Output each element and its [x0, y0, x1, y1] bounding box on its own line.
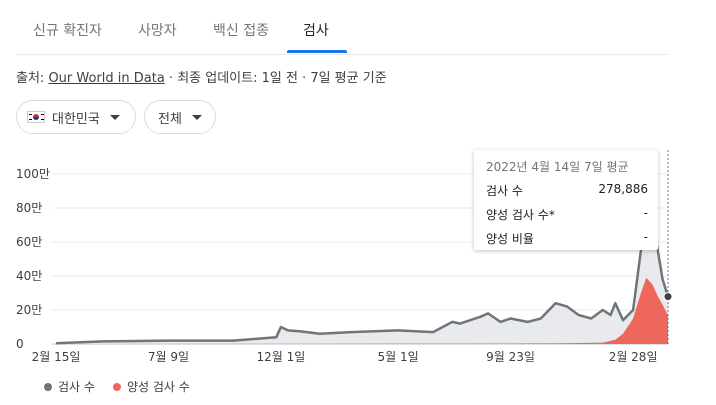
tooltip-title: 2022년 4월 14일 7일 평균: [486, 160, 629, 174]
tab-vaccination[interactable]: 백신 접종: [213, 23, 269, 39]
source-suffix: · 최종 업데이트: 1일 전 · 7일 평균 기준: [164, 71, 387, 86]
x-tick-label: 9월 23일: [486, 350, 535, 364]
y-tick-label: 20만: [16, 303, 42, 317]
source-prefix: 출처:: [16, 71, 49, 86]
tooltip-row: 양성 비율 -: [486, 230, 648, 247]
tooltip-label: 양성 검사 수*: [486, 208, 555, 222]
chart-tooltip: 2022년 4월 14일 7일 평균 검사 수 278,886 양성 검사 수*…: [474, 150, 658, 250]
series-area-tests: [56, 221, 668, 344]
testing-chart[interactable]: 0 20만 40만 60만 80만 100만 2월 15일 7월 9일 12월 1일 5월 1일…: [0, 140, 716, 368]
hover-point: [663, 292, 673, 302]
tooltip-value: 278,886: [598, 182, 648, 196]
tooltip-value: -: [643, 230, 648, 244]
source-line: 출처: Our World in Data · 최종 업데이트: 1일 전 · …: [16, 67, 387, 86]
series-line-tests: [55, 220, 670, 345]
x-tick-label: 2월 28일: [609, 350, 658, 364]
tooltip-value: -: [643, 206, 648, 220]
chart-legend: 검사 수 양성 검사 수: [44, 378, 190, 395]
y-tick-label: 80만: [16, 201, 42, 215]
y-tick-label: 100만: [16, 167, 50, 181]
tooltip-row: 양성 검사 수* -: [486, 206, 648, 223]
x-axis: 2월 15일 7월 9일 12월 1일 5월 1일 9월 23일 2월 28일: [32, 350, 658, 364]
korea-flag-icon: [27, 111, 45, 123]
tooltip-label: 검사 수: [486, 184, 523, 198]
legend-dot-tests: [44, 382, 52, 391]
y-tick-label: 60만: [16, 235, 42, 249]
scope-dropdown[interactable]: 전체: [144, 100, 216, 134]
legend-dot-positive: [112, 382, 121, 391]
x-tick-label: 12월 1일: [257, 350, 306, 364]
tab-new-cases[interactable]: 신규 확진자: [33, 23, 102, 39]
x-tick-label: 2월 15일: [32, 350, 81, 364]
active-tab-indicator: [287, 50, 347, 53]
y-axis: 0 20만 40만 60만 80만 100만: [16, 167, 50, 351]
legend-label-tests: 검사 수: [58, 380, 95, 394]
source-link[interactable]: Our World in Data: [48, 71, 165, 86]
x-tick-label: 7월 9일: [148, 350, 189, 364]
chevron-down-icon: [191, 114, 202, 120]
legend-label-positive: 양성 검사 수: [126, 380, 190, 394]
chart-series: [55, 220, 670, 345]
y-tick-label: 40만: [16, 269, 42, 283]
tab-deaths[interactable]: 사망자: [138, 23, 177, 39]
y-tick-label: 0: [16, 337, 24, 351]
chevron-down-icon: [109, 114, 120, 120]
x-tick-label: 5월 1일: [377, 350, 418, 364]
tooltip-row: 검사 수 278,886: [486, 182, 648, 199]
tab-bar: 신규 확진자 사망자 백신 접종 검사: [16, 0, 668, 55]
country-dropdown-label: 대한민국: [52, 111, 100, 127]
tab-testing[interactable]: 검사: [303, 23, 329, 39]
scope-dropdown-label: 전체: [158, 111, 182, 127]
country-dropdown[interactable]: 대한민국: [16, 100, 136, 134]
tooltip-label: 양성 비율: [486, 232, 534, 246]
